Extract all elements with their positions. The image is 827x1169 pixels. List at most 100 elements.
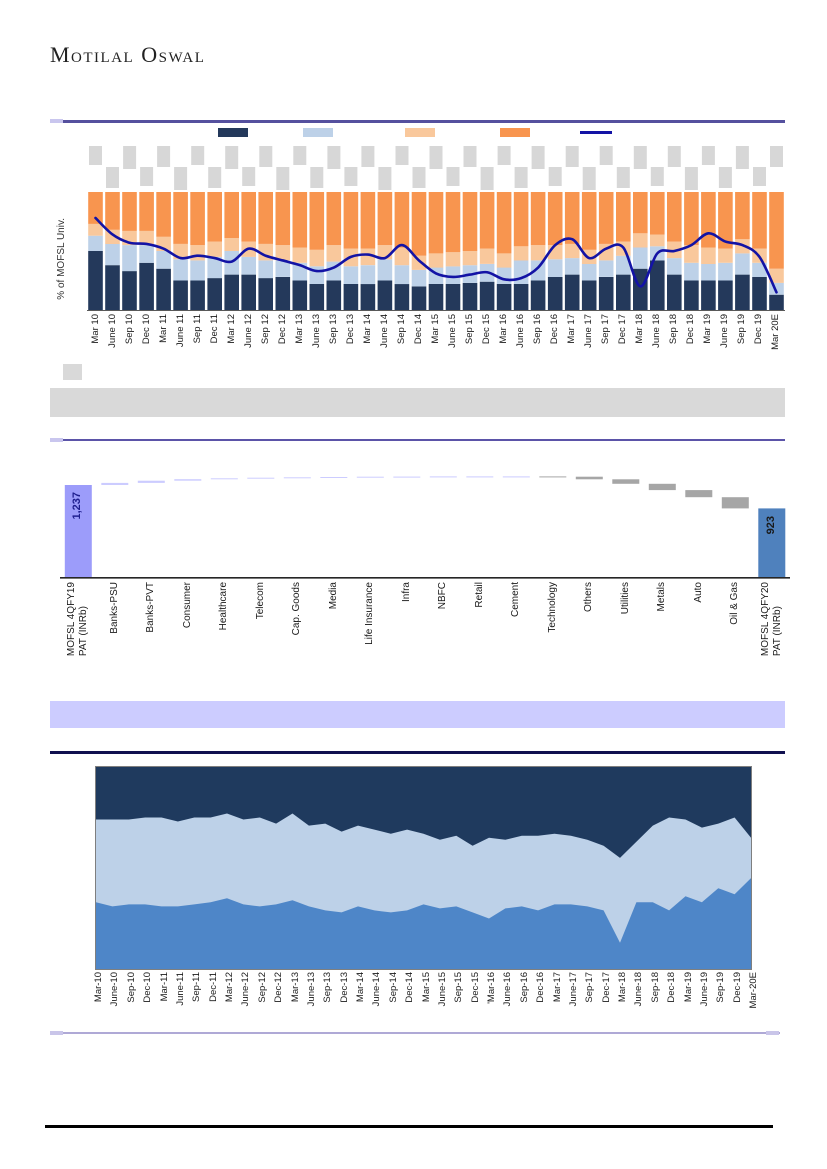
data-label-placeholder <box>565 146 579 167</box>
x-axis-label: Dec 16 <box>549 314 561 345</box>
data-label-placeholder <box>548 167 562 186</box>
waterfall-increase-bar <box>393 476 421 478</box>
bar-segment-1 <box>343 284 359 310</box>
waterfall-divider <box>50 438 785 442</box>
bar-segment-1 <box>445 284 461 310</box>
bar-segment-1 <box>684 280 699 310</box>
bar-segment-3 <box>513 246 529 261</box>
x-axis-label: Sep-15 <box>453 972 465 1003</box>
section-banner-lavender <box>50 701 785 728</box>
x-axis-label: Dec-16 <box>535 972 547 1003</box>
x-axis-label: Infra <box>400 582 412 603</box>
x-axis-label: Mar-15 <box>420 972 432 1003</box>
x-axis-label: Dec 13 <box>344 314 356 345</box>
bar-segment-1 <box>377 280 393 310</box>
x-axis-label: Sep 18 <box>668 314 680 345</box>
bar-segment-1 <box>122 271 137 310</box>
x-axis-label: Others <box>583 582 595 613</box>
x-axis-label: Mar 15 <box>430 314 441 344</box>
bar-segment-2 <box>139 245 154 263</box>
data-label-placeholder <box>753 167 766 186</box>
bar-segment-1 <box>769 294 784 310</box>
bar-segment-2 <box>88 235 103 251</box>
waterfall-xlabels: MOFSL 4QFY19 PAT (INRb) Banks-PSU Banks-PV… <box>60 582 790 678</box>
bar-segment-4 <box>769 192 784 269</box>
x-axis-label: June-14 <box>371 972 383 1007</box>
data-label-placeholder <box>701 146 715 165</box>
x-axis-label: Mar 19 <box>702 314 714 344</box>
bar-segment-3 <box>769 268 784 283</box>
bar-segment-1 <box>207 278 222 310</box>
bar-segment-2 <box>411 269 427 287</box>
x-axis-label: Auto <box>692 582 704 603</box>
x-axis-label: Dec 19 <box>753 314 765 345</box>
waterfall-increase-bar <box>429 476 457 478</box>
bar-segment-4 <box>479 192 495 249</box>
bar-segment-3 <box>360 248 376 266</box>
x-axis-label: Sep-18 <box>649 972 661 1003</box>
data-label-placeholder <box>89 146 102 165</box>
x-axis-label: Dec 18 <box>685 314 697 345</box>
x-axis-label: MOFSL 4QFY19 PAT (INRb) <box>66 582 90 657</box>
bar-segment-1 <box>564 274 580 310</box>
bar-segment-1 <box>360 284 376 310</box>
bar-segment-1 <box>428 284 444 310</box>
bar-segment-4 <box>173 192 188 244</box>
x-axis-label: June 13 <box>310 314 322 348</box>
x-axis-label: Utilities <box>619 582 631 615</box>
bar-segment-4 <box>224 192 239 238</box>
x-axis-label: Sep 10 <box>123 314 135 345</box>
bar-segment-4 <box>139 192 154 231</box>
data-label-placeholder <box>225 146 239 169</box>
x-axis-label: Sep-16 <box>518 972 530 1003</box>
waterfall-increase-bar <box>174 479 202 481</box>
footer-divider-lavender <box>50 1031 780 1035</box>
bar-segment-1 <box>667 274 682 310</box>
bar-segment-3 <box>428 253 444 268</box>
data-label-placeholder <box>480 167 494 190</box>
bar-segment-2 <box>156 251 171 269</box>
bar-segment-4 <box>513 192 529 247</box>
x-axis-label: Mar-20E <box>748 972 759 1009</box>
legend-swatch-2 <box>303 128 333 137</box>
bar-segment-2 <box>173 259 188 281</box>
waterfall-decrease-bar <box>685 490 713 498</box>
footer-divider-black <box>45 1125 773 1128</box>
bar-segment-3 <box>190 245 205 261</box>
data-label-placeholder <box>140 167 154 186</box>
data-label-placeholder <box>514 167 528 188</box>
x-axis-label: Banks-PSU <box>108 582 120 634</box>
bar-segment-4 <box>445 192 461 253</box>
x-axis-label: Sep 13 <box>327 314 339 345</box>
waterfall-increase-bar <box>320 477 348 478</box>
bar-segment-2 <box>343 266 359 284</box>
data-label-placeholder <box>106 167 119 188</box>
data-label-placeholder <box>429 146 443 169</box>
bar-segment-4 <box>258 192 273 244</box>
bar-segment-4 <box>581 192 597 250</box>
chart1-plot <box>87 146 785 311</box>
waterfall-plot <box>60 476 790 579</box>
data-label-placeholder <box>242 167 256 186</box>
bar-segment-4 <box>667 192 682 242</box>
bar-segment-1 <box>326 280 342 310</box>
bar-segment-1 <box>309 284 325 310</box>
x-axis-label: Sep 19 <box>736 314 748 345</box>
data-label-placeholder <box>667 146 681 167</box>
bar-segment-1 <box>616 274 631 310</box>
bar-segment-1 <box>735 274 750 310</box>
bar-segment-4 <box>735 192 750 240</box>
chart1-y-axis-label: % of MOFSL Univ. <box>56 218 67 300</box>
bar-segment-3 <box>394 247 410 266</box>
data-label-placeholder <box>718 167 732 188</box>
x-axis-label: June 11 <box>174 314 186 348</box>
data-label-placeholder <box>463 146 477 167</box>
x-axis-label: Banks-PVT <box>145 582 157 633</box>
x-axis-label: Cement <box>510 582 522 618</box>
x-axis-label: Mar-10 <box>93 972 104 1003</box>
waterfall-increase-bar <box>101 482 129 485</box>
data-label-placeholder <box>191 146 205 165</box>
bar-segment-4 <box>547 192 563 246</box>
x-axis-label: Sep 12 <box>259 314 271 345</box>
